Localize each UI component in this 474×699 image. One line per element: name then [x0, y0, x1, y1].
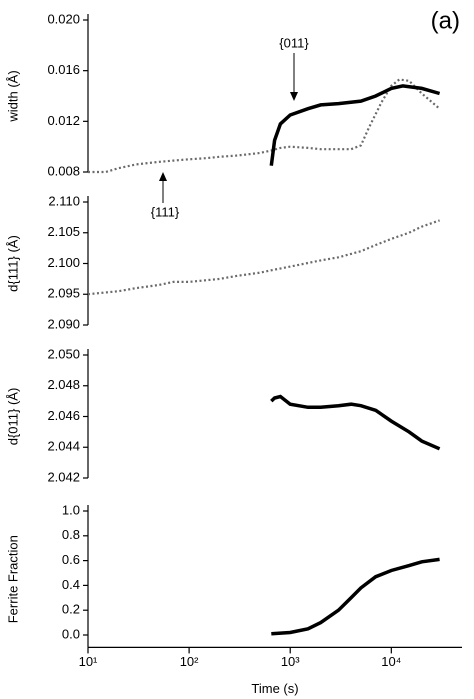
y-tick-label: 0.0	[62, 626, 80, 641]
y-tick-label: 0.016	[47, 62, 80, 77]
y-tick-label: 1.0	[62, 502, 80, 517]
y-axis-label: d{011} (Å)	[5, 388, 20, 446]
y-tick-label: 0.8	[62, 527, 80, 542]
y-tick-label: 2.105	[47, 224, 80, 239]
y-tick-label: 2.050	[47, 346, 80, 361]
y-tick-label: 2.042	[47, 469, 80, 484]
panel-label: (a)	[431, 7, 460, 34]
y-tick-label: 0.020	[47, 11, 80, 26]
x-axis-label: Time (s)	[251, 681, 298, 696]
y-axis-label: width (Å)	[5, 70, 20, 122]
annotation: {011}	[279, 35, 309, 50]
y-tick-label: 2.110	[48, 193, 80, 208]
arrowhead	[159, 172, 167, 181]
data-line	[270, 394, 441, 451]
data-line	[269, 84, 441, 166]
y-axis-label: d{111} (Å)	[5, 235, 20, 292]
x-tick-label: 10²	[180, 654, 199, 669]
y-tick-label: 0.012	[47, 113, 80, 128]
y-tick-label: 2.100	[47, 255, 80, 270]
y-tick-label: 0.4	[62, 577, 80, 592]
y-tick-label: 2.090	[47, 316, 80, 331]
data-line	[271, 557, 440, 636]
x-tick-label: 10¹	[79, 654, 98, 669]
y-axis-label: Ferrite Fraction	[5, 535, 20, 623]
y-tick-label: 2.095	[47, 286, 80, 301]
x-tick-label: 10⁴	[381, 654, 401, 669]
y-tick-label: 0.6	[62, 552, 80, 567]
y-tick-label: 2.046	[47, 408, 80, 423]
arrowhead	[290, 92, 298, 101]
data-line	[88, 78, 441, 174]
y-tick-label: 2.048	[47, 377, 80, 392]
y-tick-label: 2.044	[47, 439, 80, 454]
y-tick-label: 0.008	[47, 163, 80, 178]
data-line	[87, 219, 440, 296]
annotation: {111}	[151, 204, 180, 219]
x-tick-label: 10³	[281, 654, 300, 669]
y-tick-label: 0.2	[62, 602, 80, 617]
